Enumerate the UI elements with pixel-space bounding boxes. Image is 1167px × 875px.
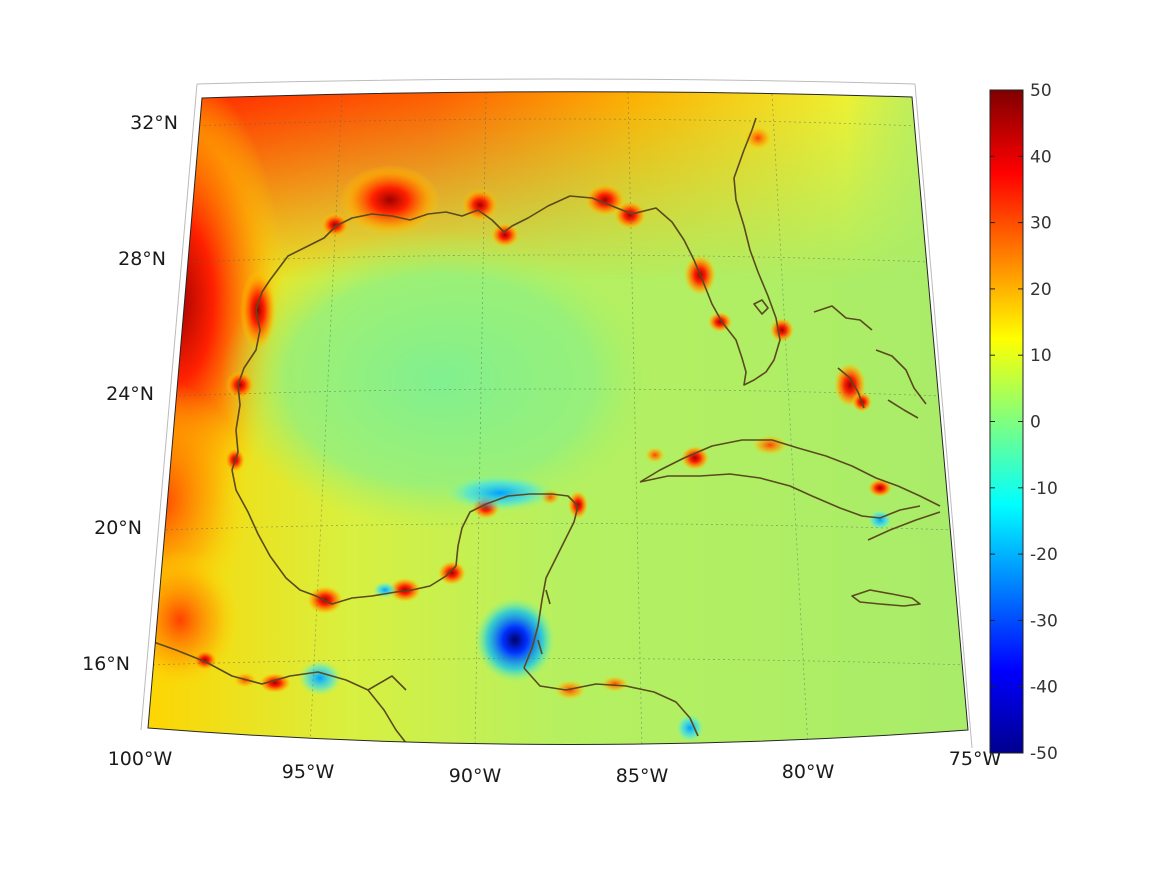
- central-america-coast: [523, 667, 699, 737]
- longitude-labels: 100°W 95°W 90°W 85°W 80°W 75°W: [108, 748, 1002, 787]
- colorbar-tick-label: 10: [1030, 346, 1052, 366]
- colorbar-ticks: 50 40 30 20 10 0 -10 -20 -30 -40 -50: [990, 81, 1058, 764]
- lon-label: 100°W: [108, 748, 173, 770]
- colorbar-tick-label: -30: [1030, 611, 1058, 631]
- lon-label: 80°W: [782, 761, 835, 783]
- colorbar-tick-label: 0: [1030, 413, 1041, 433]
- colorbar-tick-label: -50: [1030, 744, 1058, 764]
- lon-label: 95°W: [282, 761, 335, 783]
- coastlines: [148, 117, 941, 745]
- graticule: [148, 91, 968, 745]
- lat-label: 24°N: [106, 383, 154, 405]
- lon-label: 90°W: [449, 765, 502, 787]
- cuba: [639, 439, 941, 519]
- bahamas: [813, 305, 927, 419]
- belize-cays: [537, 589, 551, 655]
- colorbar: 50 40 30 20 10 0 -10 -20 -30 -40 -50: [989, 81, 1058, 764]
- pacific-coast: [148, 639, 411, 745]
- latitude-labels: 32°N 28°N 24°N 20°N 16°N: [82, 112, 178, 675]
- lat-label: 32°N: [130, 112, 178, 134]
- lat-label: 28°N: [118, 248, 166, 270]
- lake-okeechobee: [753, 299, 769, 315]
- colorbar-tick-label: 20: [1030, 280, 1052, 300]
- colorbar-tick-label: 50: [1030, 81, 1052, 101]
- colorbar-scale: [989, 89, 1024, 754]
- colorbar-tick-label: 40: [1030, 147, 1052, 167]
- gulf-coast-west-north: [231, 117, 781, 471]
- lat-label: 20°N: [94, 517, 142, 539]
- lat-label: 16°N: [82, 653, 130, 675]
- colorbar-tick-label: -40: [1030, 678, 1058, 698]
- map-frame: [140, 78, 973, 749]
- hispaniola: [867, 511, 941, 541]
- mexico-gulf-coast: [231, 469, 457, 605]
- inland-border: [367, 675, 407, 691]
- anomaly-field: [148, 91, 968, 745]
- colorbar-tick-label: -20: [1030, 545, 1058, 565]
- colorbar-tick-label: 30: [1030, 214, 1052, 234]
- yucatan-coast: [455, 493, 579, 669]
- jamaica: [851, 589, 921, 607]
- lon-label: 85°W: [616, 765, 669, 787]
- colorbar-tick-label: -10: [1030, 479, 1058, 499]
- lon-label: 75°W: [949, 748, 1002, 770]
